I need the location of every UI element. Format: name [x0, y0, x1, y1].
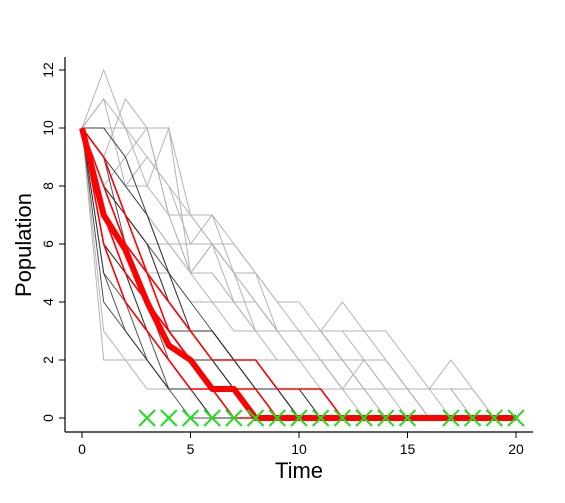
extinction-marker-0	[138, 409, 156, 427]
extinction-marker-14	[463, 409, 482, 427]
y-tick-label-1: 2	[40, 356, 56, 364]
x-tick-label-0: 0	[78, 441, 86, 457]
extinction-marker-13	[442, 409, 460, 427]
y-tick-label-2: 4	[40, 298, 56, 306]
extinction-marker-5	[246, 409, 265, 427]
y-ticks: 0 2 4 6 8 10 12	[40, 62, 65, 422]
x-tick-label-3: 15	[400, 441, 416, 457]
extinction-marker-10	[355, 409, 373, 427]
extinction-marker-16	[507, 409, 525, 427]
extinction-marker-2	[181, 409, 200, 427]
x-tick-label-4: 20	[508, 441, 524, 457]
extinction-marker-1	[160, 409, 178, 427]
x-tick-label-2: 10	[291, 441, 307, 457]
axes: 0 5 10 15 20 0 2 4 6 8 10 12	[40, 57, 533, 457]
y-tick-label-4: 8	[40, 182, 56, 190]
extinction-marker-15	[485, 409, 504, 427]
x-tick-label-1: 5	[187, 441, 195, 457]
y-axis-title: Population	[11, 193, 36, 297]
gray-path-5	[81, 97, 516, 419]
x-axis-title: Time	[275, 458, 323, 483]
y-tick-label-6: 12	[40, 62, 56, 78]
y-tick-label-5: 10	[40, 120, 56, 136]
gray-path-1	[81, 98, 516, 419]
extinction-marker-8	[311, 409, 330, 427]
gray-path-2	[81, 97, 516, 419]
x-ticks: 0 5 10 15 20	[78, 432, 524, 457]
y-tick-label-3: 6	[40, 240, 56, 248]
extinction-marker-6	[268, 409, 287, 427]
red-path-1	[81, 127, 516, 419]
red-paths-layer	[81, 127, 516, 419]
extinction-marker-11	[377, 409, 395, 427]
extinction-markers-layer	[138, 409, 525, 427]
extinction-marker-9	[333, 409, 352, 427]
extinction-marker-12	[398, 409, 417, 427]
extinction-marker-7	[290, 409, 308, 427]
y-tick-label-0: 0	[40, 414, 56, 422]
extinction-marker-4	[225, 409, 243, 427]
extinction-marker-3	[203, 409, 221, 427]
